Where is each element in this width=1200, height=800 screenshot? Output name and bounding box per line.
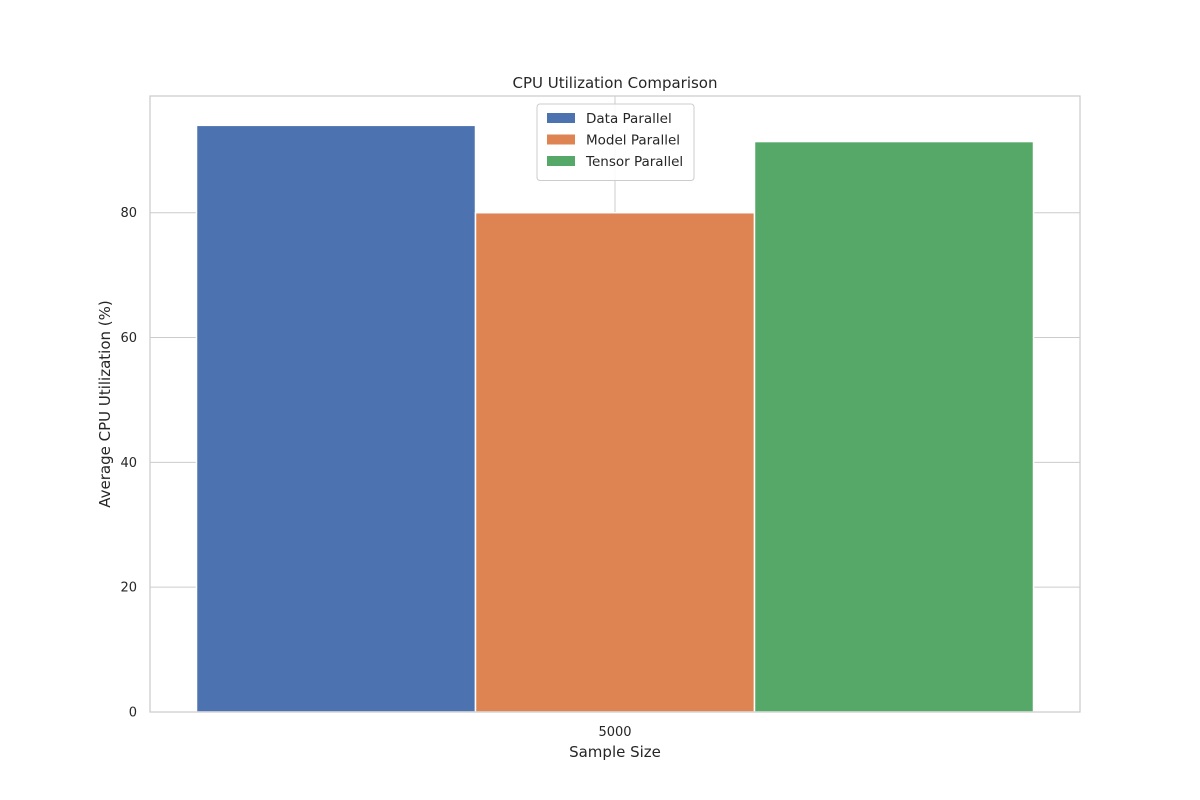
x-axis-label: Sample Size [569,743,661,761]
legend-entry: Data Parallel [586,111,672,127]
legend-frame [536,103,695,181]
legend-entry: Model Parallel [586,133,680,149]
bar-tensor-parallel [753,140,1035,713]
y-tick-label: 60 [120,331,137,346]
y-tick-label: 0 [129,706,137,721]
x-tick-labels: 5000 [598,725,631,740]
plot-frame [149,95,1081,713]
legend-entry: Tensor Parallel [585,154,683,170]
x-tick-label: 5000 [598,725,631,740]
bars [195,124,1035,713]
y-tick-label: 80 [120,206,137,221]
y-tick-label: 40 [120,456,137,471]
legend-swatch [547,113,575,123]
legend-swatch [547,134,575,145]
bar-data-parallel [195,124,477,713]
legend: Data Parallel Model Parallel Tensor Parall… [536,103,695,181]
bar-model-parallel [474,211,756,713]
chart-title: CPU Utilization Comparison [512,74,717,92]
y-tick-label: 20 [120,581,137,596]
y-axis-label: Average CPU Utilization (%) [96,300,114,508]
legend-swatch [547,156,575,166]
y-tick-labels: 0 20 40 60 80 [120,206,137,720]
